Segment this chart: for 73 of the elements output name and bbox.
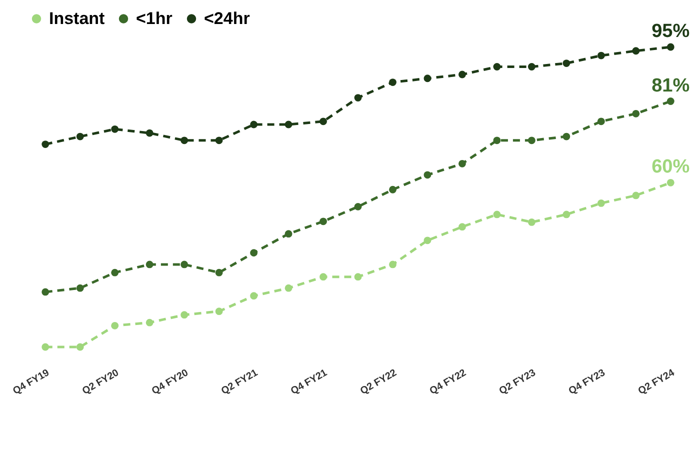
data-label: 60%	[652, 156, 690, 178]
point	[146, 260, 154, 268]
point	[215, 308, 223, 316]
point	[111, 268, 119, 276]
point	[76, 284, 84, 292]
point	[284, 230, 292, 238]
legend-label: <1hr	[136, 8, 173, 28]
point	[389, 78, 396, 86]
point	[458, 160, 466, 168]
point	[528, 218, 536, 226]
point	[111, 125, 119, 133]
point	[76, 132, 84, 140]
x-tick-label: Q2 FY22	[358, 367, 400, 398]
point	[320, 218, 327, 226]
x-tick-label: Q4 FY20	[150, 367, 191, 398]
point	[320, 118, 327, 126]
point	[320, 273, 327, 281]
point	[111, 322, 119, 330]
point	[215, 268, 223, 276]
point	[354, 94, 362, 102]
point	[250, 120, 258, 128]
x-tick-label: Q4 FY19	[11, 367, 52, 398]
point	[562, 210, 570, 218]
x-tick-label: Q4 FY22	[428, 367, 469, 398]
point	[76, 343, 84, 351]
point	[666, 98, 674, 105]
point	[180, 136, 188, 144]
point	[42, 288, 50, 296]
point	[493, 136, 501, 144]
point	[528, 63, 536, 70]
point	[354, 273, 362, 281]
point	[389, 260, 396, 268]
point	[146, 129, 154, 137]
x-tick-label: Q2 FY21	[220, 367, 260, 398]
point	[493, 63, 501, 70]
x-tick-label: Q4 FY23	[566, 367, 608, 398]
point	[562, 60, 570, 67]
legend-label: Instant	[49, 8, 106, 28]
point	[562, 132, 570, 140]
point	[458, 70, 466, 78]
point	[42, 343, 50, 351]
point	[424, 171, 432, 179]
point	[180, 260, 188, 268]
point	[146, 318, 154, 326]
point	[493, 210, 501, 218]
point	[42, 140, 50, 148]
point	[250, 292, 258, 300]
point	[250, 249, 258, 257]
point	[597, 52, 605, 60]
point	[632, 110, 640, 118]
point	[284, 120, 292, 128]
point	[424, 74, 432, 82]
point	[632, 192, 640, 200]
x-tick-label: Q2 FY20	[80, 367, 122, 398]
data-label: 95%	[652, 21, 690, 42]
point	[215, 136, 223, 144]
x-tick-label: Q2 FY23	[498, 367, 538, 398]
point	[528, 136, 536, 144]
point	[597, 200, 605, 207]
data-label: 81%	[652, 75, 690, 96]
point	[666, 43, 674, 51]
x-tick-label: Q4 FY21	[289, 367, 330, 398]
point	[284, 284, 292, 292]
x-tick-label: Q2 FY24	[636, 367, 677, 398]
legend-label: <24hr	[204, 8, 250, 28]
point	[666, 178, 674, 186]
point	[180, 311, 188, 319]
point	[354, 202, 362, 210]
point	[597, 118, 605, 126]
point	[389, 186, 396, 194]
point	[424, 236, 432, 244]
point	[458, 223, 466, 231]
point	[632, 47, 640, 55]
